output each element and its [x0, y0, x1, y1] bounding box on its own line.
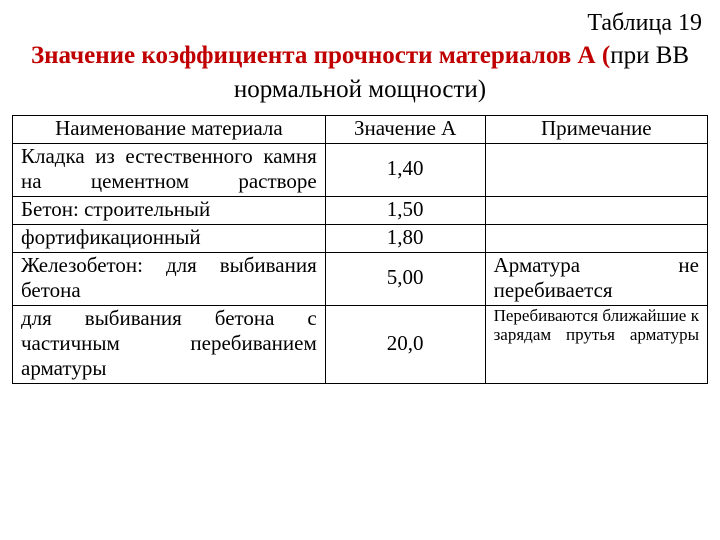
- table-row: фортификационный 1,80: [13, 224, 708, 252]
- cell-name: Бетон: строительный: [13, 196, 326, 224]
- table-row: Бетон: строительный 1,50: [13, 196, 708, 224]
- cell-note: [485, 224, 707, 252]
- cell-value: 1,40: [325, 143, 485, 196]
- cell-note: [485, 196, 707, 224]
- table-body: Кладка из естественного камня на цементн…: [13, 143, 708, 383]
- cell-name: Железобетон: для выбивания бетона: [13, 252, 326, 305]
- table-row: для выбивания бетона с частичным перебив…: [13, 305, 708, 383]
- title-part-red: Значение коэффициента прочности материал…: [31, 42, 610, 69]
- col-header-note: Примечание: [485, 115, 707, 143]
- table-number: Таблица 19: [12, 10, 708, 37]
- table-row: Железобетон: для выбивания бетона 5,00 А…: [13, 252, 708, 305]
- cell-note: [485, 143, 707, 196]
- col-header-value: Значение А: [325, 115, 485, 143]
- cell-value: 1,80: [325, 224, 485, 252]
- table-title: Значение коэффициента прочности материал…: [12, 39, 708, 107]
- table-header-row: Наименование материала Значение А Примеч…: [13, 115, 708, 143]
- cell-value: 5,00: [325, 252, 485, 305]
- cell-name: фортификационный: [13, 224, 326, 252]
- coefficient-table: Наименование материала Значение А Примеч…: [12, 115, 708, 384]
- cell-value: 20,0: [325, 305, 485, 383]
- table-row: Кладка из естественного камня на цементн…: [13, 143, 708, 196]
- cell-note: Арматура не перебивается: [485, 252, 707, 305]
- cell-note: Перебиваются ближайшие к зарядам прутья …: [485, 305, 707, 383]
- cell-value: 1,50: [325, 196, 485, 224]
- cell-name: Кладка из естественного камня на цементн…: [13, 143, 326, 196]
- col-header-name: Наименование материала: [13, 115, 326, 143]
- cell-name: для выбивания бетона с частичным перебив…: [13, 305, 326, 383]
